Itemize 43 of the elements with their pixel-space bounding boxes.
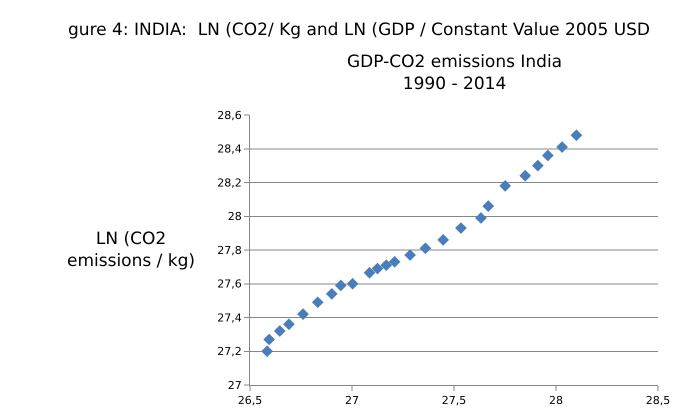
y-tick-label: 27,6 [217, 278, 242, 291]
point [297, 308, 309, 320]
point [312, 296, 324, 308]
x-tick-label: 27,5 [442, 394, 466, 408]
point [519, 170, 532, 182]
y-tick-label: 27,2 [217, 345, 242, 358]
x-tick-label: 28 [549, 394, 563, 408]
y-tick-label: 28,6 [217, 108, 242, 122]
point [542, 150, 554, 162]
point [261, 345, 273, 358]
point [388, 256, 400, 268]
text: gure 4: INDIA: LN (CO2/ Kg and LN (GDP / Constant Value 2005 USD [68, 20, 650, 40]
x-tick-label: 27 [345, 394, 359, 408]
point [482, 200, 494, 212]
x-tick-label: 26,5 [238, 394, 262, 408]
point [380, 259, 392, 272]
y-tick-label: 27,4 [217, 311, 242, 324]
point [372, 262, 384, 274]
point [437, 234, 450, 246]
y-tick-label: 27,8 [217, 244, 242, 257]
y-tick-label: 27 [228, 378, 242, 392]
x-tick-label: 28,5 [646, 394, 670, 408]
point [420, 242, 432, 254]
chart-title: GDP-CO2 emissions India [347, 52, 562, 72]
point [263, 334, 276, 346]
y-tick-label: 28 [228, 210, 242, 224]
point [346, 278, 358, 290]
y-axis-title: LN (CO2 emissions / kg) [67, 229, 196, 272]
point [364, 266, 376, 279]
point [455, 222, 467, 234]
point [475, 212, 487, 224]
point [326, 288, 338, 300]
point [334, 280, 347, 292]
point [274, 325, 286, 337]
y-tick-label: 28,4 [217, 142, 242, 156]
point [532, 160, 544, 172]
chart-subtitle: 1990 - 2014 [402, 74, 506, 94]
point [404, 249, 416, 261]
point [556, 141, 568, 153]
point [570, 129, 582, 142]
point [499, 180, 512, 192]
y-tick-label: 28,2 [217, 176, 242, 190]
point [283, 318, 295, 330]
